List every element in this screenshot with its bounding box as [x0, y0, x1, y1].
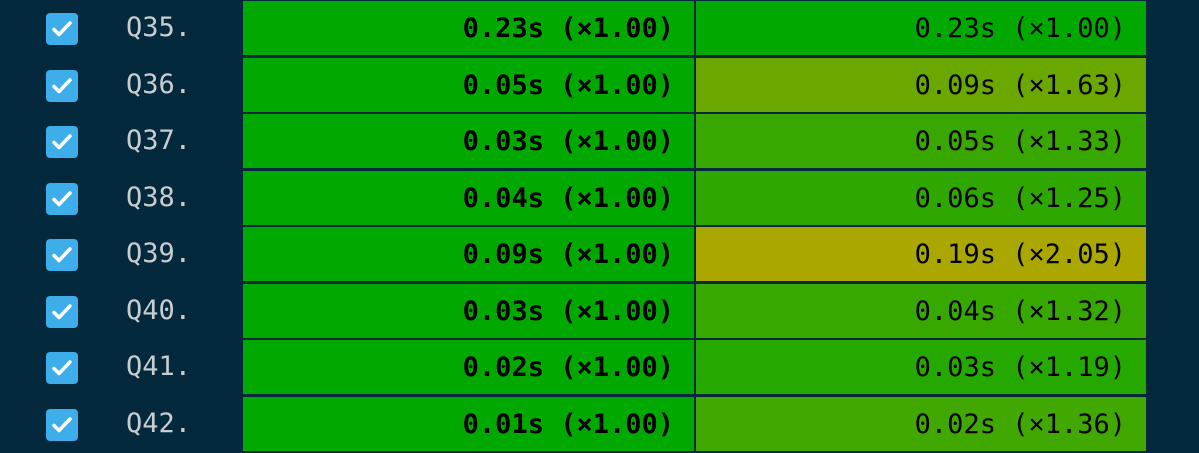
query-checkbox[interactable] — [46, 239, 78, 271]
query-label: Q39. — [126, 238, 192, 269]
checkmark-icon — [52, 21, 72, 37]
query-label: Q35. — [126, 12, 192, 43]
base-time-cell: 0.05s (×1.00) — [243, 58, 694, 112]
query-label: Q41. — [126, 351, 192, 382]
compare-time-cell: 0.02s (×1.36) — [696, 397, 1146, 451]
checkmark-icon — [52, 304, 72, 320]
table-row: Q40. 0.03s (×1.00) 0.04s (×1.32) — [0, 284, 1199, 338]
query-label: Q36. — [126, 69, 192, 100]
query-checkbox[interactable] — [46, 13, 78, 45]
query-label: Q37. — [126, 125, 192, 156]
table-row: Q35. 0.23s (×1.00) 0.23s (×1.00) — [0, 1, 1199, 55]
table-row: Q42. 0.01s (×1.00) 0.02s (×1.36) — [0, 397, 1199, 451]
compare-time-cell: 0.23s (×1.00) — [696, 1, 1146, 55]
query-label: Q42. — [126, 408, 192, 439]
query-checkbox[interactable] — [46, 409, 78, 441]
checkmark-icon — [52, 247, 72, 263]
compare-time-cell: 0.04s (×1.32) — [696, 284, 1146, 338]
checkmark-icon — [52, 191, 72, 207]
table-row: Q39. 0.09s (×1.00) 0.19s (×2.05) — [0, 227, 1199, 281]
base-time-cell: 0.09s (×1.00) — [243, 227, 694, 281]
checkmark-icon — [52, 134, 72, 150]
compare-time-cell: 0.03s (×1.19) — [696, 340, 1146, 394]
table-row: Q41. 0.02s (×1.00) 0.03s (×1.19) — [0, 340, 1199, 394]
query-label: Q40. — [126, 295, 192, 326]
base-time-cell: 0.03s (×1.00) — [243, 114, 694, 168]
base-time-cell: 0.02s (×1.00) — [243, 340, 694, 394]
query-checkbox[interactable] — [46, 126, 78, 158]
compare-time-cell: 0.09s (×1.63) — [696, 58, 1146, 112]
table-row: Q37. 0.03s (×1.00) 0.05s (×1.33) — [0, 114, 1199, 168]
base-time-cell: 0.03s (×1.00) — [243, 284, 694, 338]
compare-time-cell: 0.05s (×1.33) — [696, 114, 1146, 168]
compare-time-cell: 0.06s (×1.25) — [696, 171, 1146, 225]
query-checkbox[interactable] — [46, 70, 78, 102]
query-checkbox[interactable] — [46, 183, 78, 215]
base-time-cell: 0.01s (×1.00) — [243, 397, 694, 451]
table-row: Q38. 0.04s (×1.00) 0.06s (×1.25) — [0, 171, 1199, 225]
query-checkbox[interactable] — [46, 296, 78, 328]
table-row: Q36. 0.05s (×1.00) 0.09s (×1.63) — [0, 58, 1199, 112]
checkmark-icon — [52, 360, 72, 376]
compare-time-cell: 0.19s (×2.05) — [696, 227, 1146, 281]
query-label: Q38. — [126, 182, 192, 213]
base-time-cell: 0.23s (×1.00) — [243, 1, 694, 55]
base-time-cell: 0.04s (×1.00) — [243, 171, 694, 225]
checkmark-icon — [52, 78, 72, 94]
checkmark-icon — [52, 417, 72, 433]
query-checkbox[interactable] — [46, 352, 78, 384]
